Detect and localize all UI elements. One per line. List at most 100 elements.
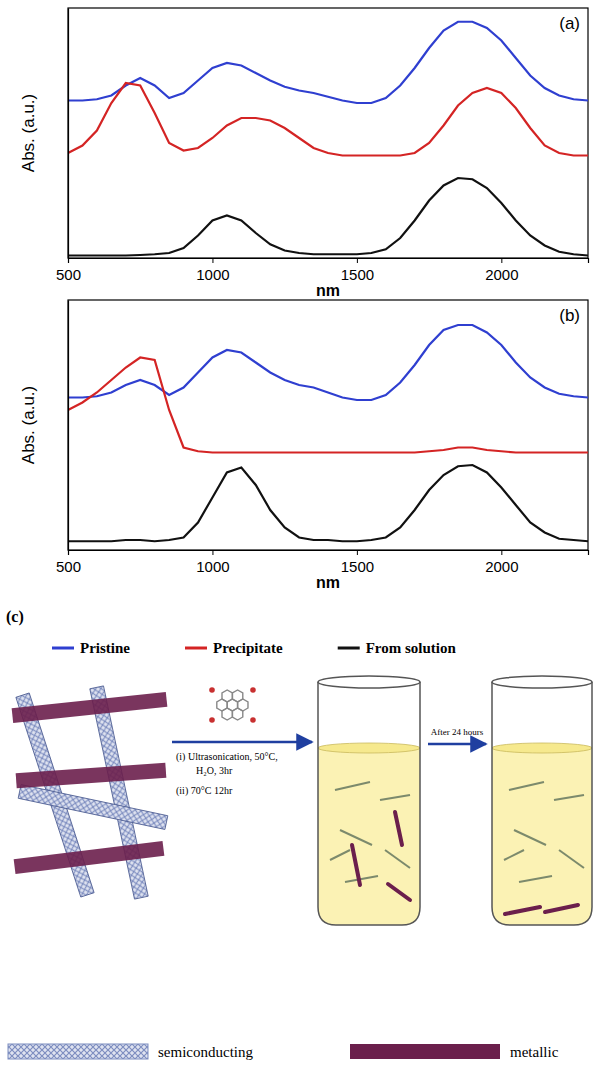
process-arrow bbox=[172, 741, 312, 744]
spectrum-line bbox=[68, 83, 588, 156]
vial-liquid bbox=[492, 748, 592, 925]
x-tick-label: 1000 bbox=[196, 266, 229, 283]
spectrum-line bbox=[68, 22, 588, 103]
legend-item: From solution bbox=[338, 640, 457, 656]
semiconducting-rod bbox=[330, 850, 350, 860]
molecule-ring bbox=[222, 708, 232, 720]
panel-label: (c) bbox=[6, 608, 24, 626]
process-arrow bbox=[428, 743, 486, 746]
vial-liquid bbox=[318, 748, 420, 925]
x-tick-mark bbox=[212, 550, 213, 555]
x-tick-label: 500 bbox=[56, 266, 81, 283]
x-tick: 2000 bbox=[485, 550, 518, 575]
semiconducting-rod bbox=[554, 795, 584, 800]
x-tick-label: 2000 bbox=[485, 266, 518, 283]
vial-wall bbox=[318, 682, 420, 925]
x-tick-mark bbox=[68, 258, 69, 263]
semiconducting-key bbox=[8, 1044, 148, 1059]
y-axis-line bbox=[68, 9, 69, 259]
chart-panel: 500 1000 1500 2000 nm Abs. (a.u.) (a) bbox=[19, 8, 589, 299]
x-tick-mark bbox=[501, 550, 502, 555]
liquid-surface bbox=[318, 743, 420, 753]
x-tick-mark bbox=[501, 258, 502, 263]
semiconducting-tube bbox=[18, 785, 168, 830]
metallic-rod bbox=[395, 812, 402, 845]
plot-lines bbox=[68, 325, 588, 541]
x-axis: 500 1000 1500 2000 bbox=[56, 258, 589, 283]
legend-swatch bbox=[338, 647, 360, 650]
molecule-ring bbox=[232, 708, 242, 720]
liquid-surface bbox=[492, 743, 592, 753]
y-axis bbox=[68, 301, 69, 551]
panel-label: (a) bbox=[559, 14, 580, 33]
x-axis-title: nm bbox=[316, 282, 340, 299]
y-axis bbox=[68, 9, 69, 259]
legend: Pristine Precipitate From solution bbox=[52, 640, 457, 656]
metallic-key bbox=[350, 1044, 500, 1059]
metallic-tube bbox=[16, 763, 167, 788]
metallic-tube bbox=[14, 841, 165, 874]
semiconducting-tube bbox=[90, 686, 148, 899]
plot-frame bbox=[68, 300, 588, 550]
metallic-rod bbox=[545, 905, 578, 912]
panel-label: (b) bbox=[559, 306, 580, 325]
spectrum-line bbox=[68, 325, 588, 400]
molecule-atom bbox=[250, 687, 256, 693]
plot-frame bbox=[68, 8, 588, 258]
key-label: semiconducting bbox=[158, 1044, 253, 1060]
legend-swatch bbox=[185, 647, 207, 650]
spectrum-line bbox=[68, 178, 588, 256]
process-step: H₂O, 3hr bbox=[196, 765, 233, 776]
metallic-tube bbox=[12, 692, 168, 723]
metallic-rod bbox=[352, 845, 360, 885]
legend-item: Pristine bbox=[52, 640, 130, 656]
x-tick-label: 1500 bbox=[341, 266, 374, 283]
molecule-ring bbox=[222, 690, 232, 702]
semiconducting-rod bbox=[335, 782, 370, 790]
x-tick: 1000 bbox=[196, 550, 229, 575]
y-axis-title: Abs. (a.u.) bbox=[19, 386, 38, 464]
molecule-atom bbox=[209, 717, 215, 723]
plot-lines bbox=[68, 22, 588, 256]
x-tick-mark bbox=[212, 258, 213, 263]
semiconducting-rod bbox=[559, 850, 584, 868]
x-tick: 1000 bbox=[196, 258, 229, 283]
molecule bbox=[209, 687, 256, 723]
spectrum-line bbox=[68, 465, 588, 541]
legend-label: From solution bbox=[366, 640, 457, 656]
semiconducting-rod bbox=[340, 830, 372, 845]
semiconducting-rod bbox=[380, 795, 410, 800]
semiconducting-rod bbox=[504, 850, 524, 860]
vial-after bbox=[492, 676, 592, 925]
vial-rim bbox=[318, 676, 420, 688]
legend-swatch bbox=[52, 647, 74, 650]
process-step: (ii) 70°C 12hr bbox=[176, 785, 233, 797]
nanotube-mesh bbox=[12, 686, 168, 899]
x-tick-label: 500 bbox=[56, 558, 81, 575]
x-tick-label: 2000 bbox=[485, 558, 518, 575]
molecule-atom bbox=[250, 717, 256, 723]
x-axis: 500 1000 1500 2000 bbox=[56, 550, 589, 575]
x-tick-mark bbox=[357, 550, 358, 555]
key-item: semiconducting bbox=[8, 1044, 253, 1060]
metallic-rod bbox=[505, 907, 540, 914]
x-tick: 1500 bbox=[341, 258, 374, 283]
process-step: After 24 hours bbox=[431, 727, 484, 737]
x-axis-line bbox=[69, 259, 589, 264]
semiconducting-rod bbox=[519, 876, 552, 882]
semiconducting-rod bbox=[385, 850, 410, 868]
figure: 500 1000 1500 2000 nm Abs. (a.u.) (a) 500 1000 15… bbox=[0, 0, 605, 1082]
x-tick: 1500 bbox=[341, 550, 374, 575]
x-tick: 2000 bbox=[485, 258, 518, 283]
diagram: (c)PristinePrecipitateFrom solution(i) U… bbox=[6, 608, 592, 1060]
semiconducting-rod bbox=[514, 830, 546, 845]
legend-label: Precipitate bbox=[213, 640, 283, 656]
key-label: metallic bbox=[510, 1044, 559, 1060]
key-item: metallic bbox=[350, 1044, 559, 1060]
legend-label: Pristine bbox=[80, 640, 130, 656]
x-tick: 500 bbox=[56, 550, 81, 575]
y-axis-title: Abs. (a.u.) bbox=[19, 94, 38, 172]
vial-rim bbox=[492, 676, 592, 688]
y-axis-line bbox=[68, 301, 69, 551]
x-tick: 500 bbox=[56, 258, 81, 283]
